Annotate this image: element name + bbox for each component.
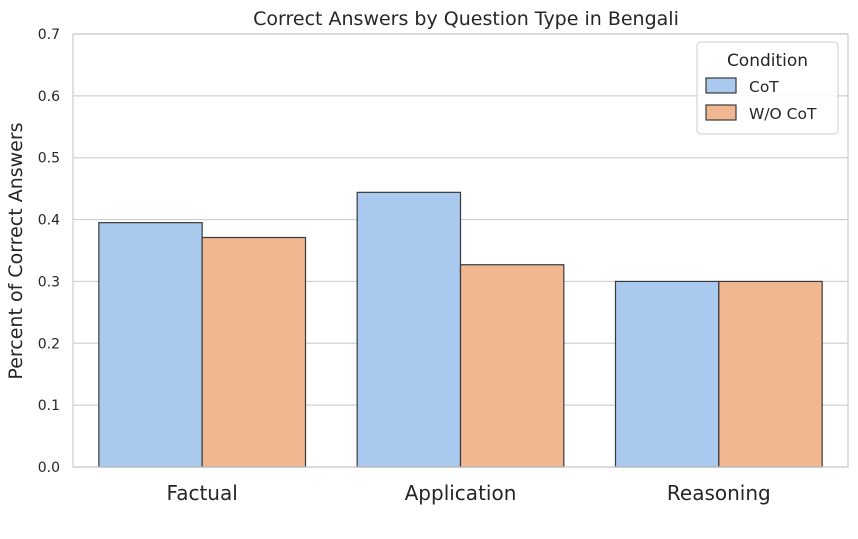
legend-label: W/O CoT xyxy=(749,105,817,123)
x-tick-label: Application xyxy=(405,481,517,505)
chart-title: Correct Answers by Question Type in Beng… xyxy=(253,8,679,30)
x-tick-labels: Factual Application Reasoning xyxy=(167,481,771,505)
y-tick-label: 0.2 xyxy=(38,336,60,352)
legend-swatch-cot xyxy=(705,77,737,94)
y-tick-label: 0.0 xyxy=(38,460,60,476)
y-tick-label: 0.7 xyxy=(38,27,60,43)
bar-cot-reasoning xyxy=(614,280,720,468)
legend-label: CoT xyxy=(749,78,779,96)
x-tick-label: Factual xyxy=(167,481,238,505)
y-tick-label: 0.5 xyxy=(38,151,60,167)
y-tick-label: 0.3 xyxy=(38,274,60,290)
legend-title: Condition xyxy=(727,51,808,71)
x-tick-label: Reasoning xyxy=(667,481,771,505)
y-tick-label: 0.1 xyxy=(38,398,60,414)
y-axis-label: Percent of Correct Answers xyxy=(5,122,27,379)
y-tick-label: 0.6 xyxy=(38,89,60,105)
bar-cot-application xyxy=(356,191,462,468)
bars xyxy=(98,191,823,468)
bar-w-o-cot-factual xyxy=(201,236,307,468)
y-tick-label: 0.4 xyxy=(38,213,60,229)
legend: Condition CoT W/O CoT xyxy=(696,41,839,135)
bar-w-o-cot-application xyxy=(459,264,565,468)
plot-frame xyxy=(72,33,849,468)
bar-cot-factual xyxy=(98,222,203,468)
legend-swatch-w-o-cot xyxy=(705,104,737,121)
y-tick-labels: 0.0 0.1 0.2 0.3 0.4 0.5 0.6 0.7 xyxy=(38,27,60,476)
bar-w-o-cot-reasoning xyxy=(718,280,823,468)
